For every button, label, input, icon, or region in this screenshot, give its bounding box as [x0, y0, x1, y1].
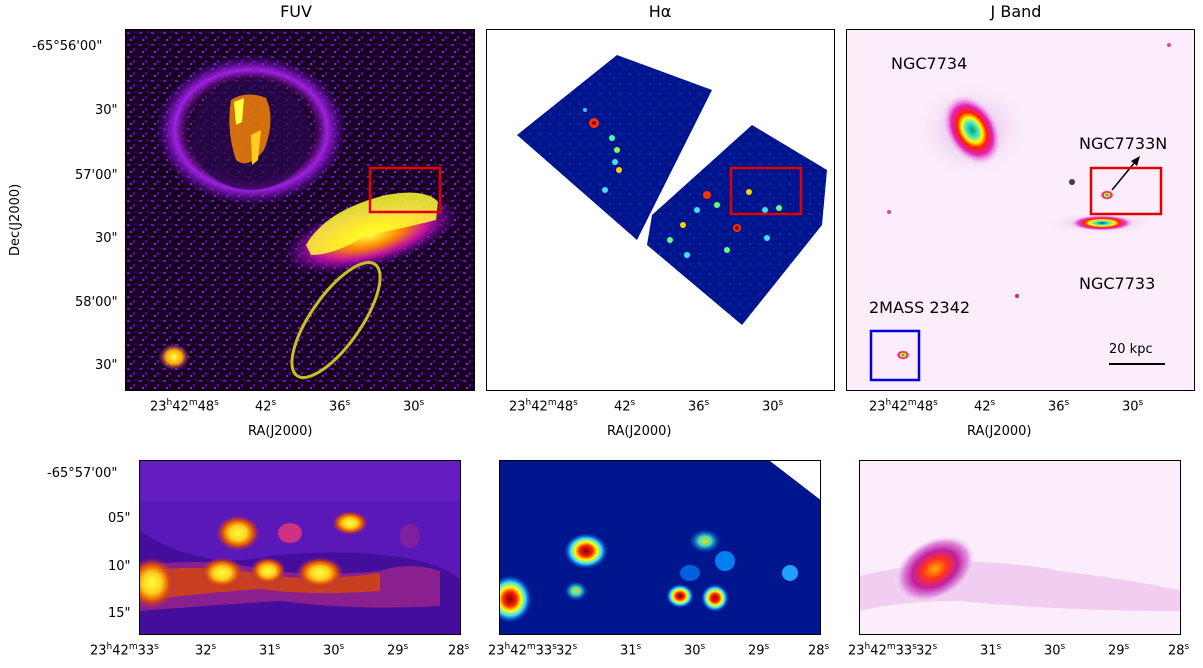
halpha-zoom-box — [729, 166, 803, 216]
ra-axis-label-fuv: RA(J2000) — [248, 424, 313, 439]
label-ngc7734: NGC7734 — [891, 54, 968, 73]
ra-tick: 23h42m48s — [869, 398, 938, 415]
ra-tick: 30s — [1044, 642, 1066, 659]
ra-tick: 23h42m33s — [90, 642, 159, 659]
ra-tick: 42s — [614, 398, 636, 415]
dec-tick: 30" — [95, 103, 118, 118]
fuv-zoom-image — [140, 461, 460, 634]
title-jband: J Band — [990, 2, 1042, 21]
ra-tick: 29s — [387, 642, 409, 659]
dec-tick: -65°56'00" — [32, 39, 103, 54]
ra-tick: 42s — [974, 398, 996, 415]
ra-tick: 30s — [1122, 398, 1144, 415]
ra-axis-label-jband: RA(J2000) — [967, 424, 1032, 439]
dec-tick: 58'00" — [75, 295, 118, 310]
ra-tick: 30s — [762, 398, 784, 415]
ra-tick: 28s — [808, 642, 830, 659]
dec-tick: 05" — [108, 511, 131, 526]
jband-ngc7734 — [942, 94, 1002, 166]
ra-tick: 31s — [259, 642, 281, 659]
dec-tick: 30" — [95, 231, 118, 246]
jband-zoom-image — [860, 461, 1180, 634]
halpha-image — [517, 55, 827, 325]
label-scalebar: 20 kpc — [1109, 342, 1153, 357]
ra-tick: 42s — [255, 398, 277, 415]
fuv-image — [126, 30, 474, 390]
label-ngc7733n: NGC7733N — [1079, 134, 1168, 153]
dec-tick: 10" — [108, 559, 131, 574]
ra-tick: 23h42m48s — [150, 398, 219, 415]
ra-tick: 36s — [1048, 398, 1070, 415]
halpha-tile-left — [517, 55, 712, 240]
ra-tick: 31s — [620, 642, 642, 659]
jband-zoom-panel — [859, 460, 1181, 635]
ra-tick: 30s — [684, 642, 706, 659]
label-ngc7733: NGC7733 — [1079, 274, 1156, 293]
jband-ngc7733n — [1100, 190, 1114, 200]
ra-tick: 23h42m48s — [509, 398, 578, 415]
ra-tick: 36s — [688, 398, 710, 415]
jband-2mass2342 — [896, 350, 910, 360]
jband-image — [869, 43, 1171, 382]
fuv-panel — [125, 29, 475, 391]
fuv-zoom-panel — [139, 460, 461, 635]
ra-tick: 29s — [748, 642, 770, 659]
title-halpha: Hα — [648, 2, 672, 21]
halpha-zoom-panel — [499, 460, 821, 635]
ra-tick: 23h42m33s — [488, 642, 557, 659]
dec-tick: 15" — [108, 606, 131, 621]
ra-tick: 29s — [1108, 642, 1130, 659]
title-fuv: FUV — [280, 2, 312, 21]
dec-tick: -65°57'00" — [47, 466, 118, 481]
halpha-knots-right — [667, 189, 782, 258]
jband-zoom-box — [1089, 166, 1163, 216]
dec-tick: 57'00" — [75, 168, 118, 183]
dec-axis-label: Dec(J2000) — [8, 183, 23, 256]
ra-tick: 32s — [916, 642, 938, 659]
dec-tick: 30" — [95, 358, 118, 373]
ra-tick: 32s — [195, 642, 217, 659]
ra-tick: 36s — [329, 398, 351, 415]
ra-tick: 28s — [448, 642, 470, 659]
ra-tick: 32s — [556, 642, 578, 659]
ra-tick: 30s — [323, 642, 345, 659]
fuv-zoom-box — [368, 166, 442, 214]
ra-tick: 30s — [403, 398, 425, 415]
jband-ngc7733 — [1070, 215, 1134, 231]
jband-panel: NGC7734 NGC7733N NGC7733 2MASS 2342 20 k… — [846, 29, 1195, 391]
fuv-dwarf — [158, 343, 190, 371]
halpha-panel — [486, 29, 835, 391]
halpha-knots-left — [583, 108, 622, 193]
ra-tick: 28s — [1168, 642, 1190, 659]
jband-dwarf-box — [869, 329, 921, 382]
halpha-zoom-image — [500, 461, 820, 634]
fuv-tidal-ellipse — [290, 260, 382, 380]
jband-arrow — [1111, 161, 1136, 191]
label-2mass2342: 2MASS 2342 — [869, 298, 971, 317]
ra-axis-label-halpha: RA(J2000) — [607, 424, 672, 439]
ra-tick: 23h42m33s — [848, 642, 917, 659]
ra-tick: 31s — [980, 642, 1002, 659]
